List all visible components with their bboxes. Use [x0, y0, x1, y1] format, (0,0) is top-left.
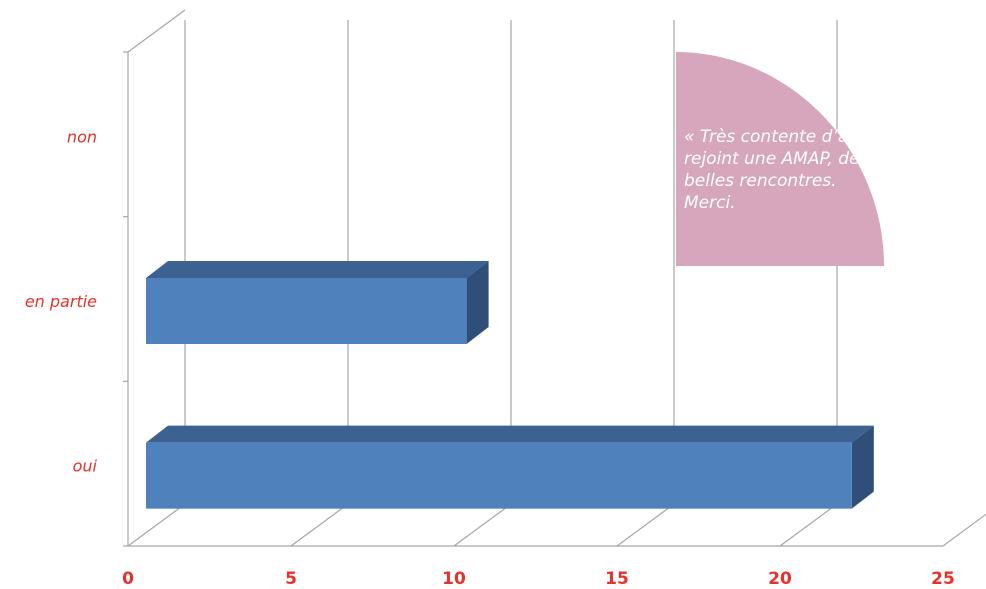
x-tick-label: 5 [285, 569, 297, 589]
bar-oui [146, 425, 874, 509]
floor-gridline-25 [942, 513, 986, 547]
bar-front-face [146, 442, 852, 509]
quote-callout-shape [676, 52, 884, 266]
category-label: oui [73, 457, 98, 476]
bar-top-face [146, 425, 874, 443]
bar-side-face [851, 425, 874, 509]
floor-gridline-0 [127, 503, 186, 547]
bar-front-face [146, 278, 467, 344]
category-label: non [67, 127, 97, 146]
x-tick-label: 20 [768, 569, 792, 589]
bar-side-face [466, 261, 489, 344]
bar-en-partie [146, 261, 489, 344]
floor-gridline-15 [616, 503, 675, 547]
x-tick-label: 10 [442, 569, 466, 589]
x-tick-label: 25 [931, 569, 955, 589]
floor-gridline-20 [779, 503, 838, 547]
bars [146, 261, 874, 509]
floor-gridline-10 [453, 503, 512, 547]
side-wall-top-edge [127, 9, 186, 53]
quote-text: « Très contente d’avoir rejoint une AMAP… [684, 127, 881, 213]
y-axis-category-labels: non en partie oui [25, 127, 98, 475]
bar-top-face [146, 261, 489, 278]
x-tick-label: 15 [605, 569, 629, 589]
category-label: en partie [25, 292, 97, 311]
floor-gridline-5 [290, 503, 349, 547]
x-axis-tick-labels: 0 5 10 15 20 25 [122, 569, 955, 589]
grid-lines [123, 9, 986, 547]
x-tick-label: 0 [122, 569, 134, 589]
